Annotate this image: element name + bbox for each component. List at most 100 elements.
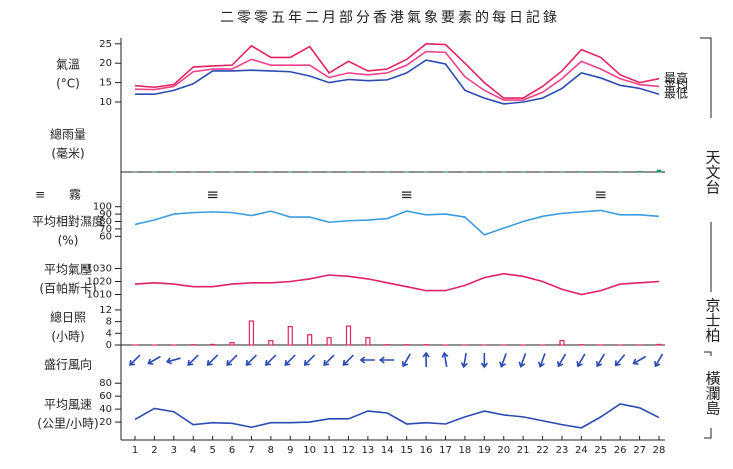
wind-arrow xyxy=(166,355,181,364)
wind-arrow xyxy=(264,353,278,367)
y-label: 氣溫 xyxy=(56,58,80,72)
bar xyxy=(269,341,273,345)
y-label: 平均氣壓 xyxy=(44,263,92,277)
y-label: (小時) xyxy=(51,330,84,344)
wind-arrow xyxy=(461,353,469,368)
y-label: 平均風速 xyxy=(44,398,92,412)
y-tick-label: 60 xyxy=(99,391,112,402)
x-tick-label: 6 xyxy=(229,445,235,456)
wind-arrow xyxy=(283,353,297,367)
wind-arrow xyxy=(556,352,568,367)
y-tick-label: 20 xyxy=(99,58,112,69)
y-tick-label: 25 xyxy=(99,39,112,50)
bar xyxy=(579,172,583,173)
x-tick-label: 27 xyxy=(633,445,646,456)
arrow-shape xyxy=(575,352,587,367)
y-tick-label: 10 xyxy=(99,97,112,108)
x-tick-label: 25 xyxy=(594,445,607,456)
arrow-shape xyxy=(361,357,375,363)
fog-symbol: ≡ xyxy=(594,186,607,204)
y-tick-label: 40 xyxy=(99,404,112,415)
bar xyxy=(249,321,253,345)
wind-arrow xyxy=(244,353,258,367)
y-label: (°C) xyxy=(56,77,80,91)
x-tick-label: 22 xyxy=(536,445,549,456)
bar xyxy=(308,335,312,345)
x-tick-label: 19 xyxy=(478,445,491,456)
arrow-shape xyxy=(537,352,547,367)
x-tick-label: 14 xyxy=(381,445,394,456)
x-tick-label: 21 xyxy=(517,445,530,456)
x-tick-label: 7 xyxy=(248,445,254,456)
y-tick-label: 100 xyxy=(93,202,112,213)
y-tick-label: 4 xyxy=(106,328,112,339)
arrow-shape xyxy=(186,353,200,367)
wind-arrow xyxy=(361,357,375,363)
x-tick-label: 5 xyxy=(209,445,215,456)
arrow-shape xyxy=(244,353,258,367)
wind-arrow xyxy=(518,352,528,367)
x-tick-label: 9 xyxy=(287,445,293,456)
x-tick-label: 28 xyxy=(653,445,666,456)
fog-symbol: ≡ xyxy=(206,186,219,204)
x-tick-label: 2 xyxy=(151,445,157,456)
bar xyxy=(638,171,642,172)
y-tick-label: 15 xyxy=(99,78,112,89)
station-name: 京士柏 xyxy=(704,298,722,343)
arrow-shape xyxy=(341,353,355,367)
arrow-shape xyxy=(481,353,487,367)
arrow-shape xyxy=(206,353,220,367)
y-tick-label: 80 xyxy=(99,378,112,389)
x-tick-label: 4 xyxy=(190,445,196,456)
y-label: 總雨量 xyxy=(50,127,86,142)
wind-arrow xyxy=(595,352,607,367)
x-tick-label: 10 xyxy=(303,445,316,456)
arrow-shape xyxy=(147,354,162,366)
wind-arrow xyxy=(481,353,487,367)
x-tick-label: 20 xyxy=(497,445,510,456)
wind-arrow xyxy=(206,353,220,367)
wind-arrow xyxy=(423,353,429,367)
bar xyxy=(346,326,350,345)
bar xyxy=(327,338,331,345)
wind-arrow xyxy=(186,353,200,367)
x-tick-label: 3 xyxy=(171,445,177,456)
bar xyxy=(288,327,292,345)
arrow-shape xyxy=(322,353,336,367)
arrow-shape xyxy=(441,353,449,368)
wind-arrow xyxy=(225,353,239,367)
y-tick-label: 0 xyxy=(106,340,112,351)
x-tick-label: 26 xyxy=(614,445,627,456)
x-tick-label: 17 xyxy=(439,445,452,456)
y-label: 盛行風向 xyxy=(44,357,92,372)
chart-title: 二零零五年二月部分香港氣象要素的每日記錄 xyxy=(220,9,560,26)
line xyxy=(135,404,659,428)
y-tick-label: 8 xyxy=(106,317,112,328)
wind-arrow xyxy=(401,352,413,367)
station-name: 天文台 xyxy=(704,150,722,195)
wind-arrow xyxy=(380,357,394,363)
wind-arrow xyxy=(653,352,665,367)
arrow-shape xyxy=(518,352,528,367)
fog-symbol: ≡ xyxy=(400,186,413,204)
station-name: 橫瀾島 xyxy=(704,371,722,416)
y-label: (%) xyxy=(58,234,79,248)
arrow-shape xyxy=(556,352,568,367)
arrow-shape xyxy=(128,353,142,367)
y-tick-label: 1010 xyxy=(87,290,112,301)
bar xyxy=(599,172,603,173)
y-tick-label: 20 xyxy=(99,417,112,428)
x-tick-label: 1 xyxy=(132,445,138,456)
arrow-shape xyxy=(595,352,607,367)
wind-arrow xyxy=(537,352,547,367)
x-tick-label: 12 xyxy=(342,445,355,456)
x-tick-label: 18 xyxy=(459,445,472,456)
wind-arrow xyxy=(575,352,587,367)
wind-arrow xyxy=(499,352,509,367)
y-tick-label: 1020 xyxy=(87,277,112,288)
legend-label: 最低 xyxy=(664,87,688,101)
arrow-shape xyxy=(283,353,297,367)
y-label: 總日照 xyxy=(50,310,86,325)
wind-arrow xyxy=(128,353,142,367)
y-tick-label: 12 xyxy=(99,305,112,316)
